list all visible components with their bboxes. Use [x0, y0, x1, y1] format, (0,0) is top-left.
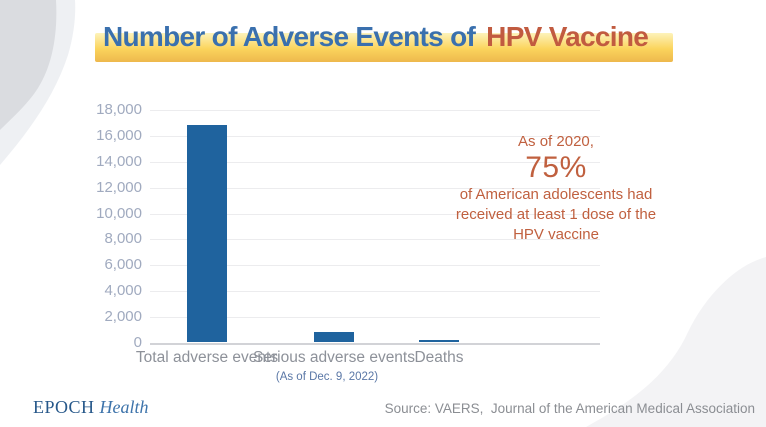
plot-area: 0 2,000 4,000 6,000 8,000 10,000 12,000 14,000 1… — [96, 101, 600, 383]
gridline — [150, 317, 600, 319]
title-highlight-band — [95, 33, 673, 62]
gridline — [150, 239, 600, 241]
bar-serious-adverse-events — [314, 332, 354, 342]
title-part-orange: HPV Vaccine — [486, 21, 649, 52]
y-axis-tick-label: 8,000 — [104, 230, 142, 248]
x-axis-category-label: Serious adverse events — [253, 349, 415, 366]
bar-total-adverse-events — [187, 124, 227, 342]
gridline — [150, 265, 600, 267]
y-axis-tick-label: 2,000 — [104, 308, 142, 326]
gridline — [150, 213, 600, 215]
x-axis-line — [150, 343, 600, 345]
gridline — [150, 161, 600, 163]
axis-date-note: (As of Dec. 9, 2022) — [275, 371, 379, 383]
y-axis-tick-label: 6,000 — [104, 256, 142, 274]
y-axis-tick-label: 12,000 — [96, 178, 142, 196]
y-axis-tick-label: 16,000 — [96, 126, 142, 144]
brand-logo: EPOCH Health — [33, 397, 149, 418]
y-axis-tick-label: 4,000 — [104, 282, 142, 300]
gridline — [150, 135, 600, 137]
y-axis-tick-label: 0 — [133, 334, 142, 351]
x-axis-category-label: Deaths — [414, 349, 464, 366]
y-axis-tick-label: 18,000 — [96, 101, 142, 118]
x-axis-category-label: Total adverse events — [135, 349, 279, 366]
brand-logo-health: Health — [99, 397, 149, 417]
y-axis-tick-label: 14,000 — [96, 152, 142, 170]
bar-deaths — [419, 339, 459, 342]
y-axis-tick-label: 10,000 — [96, 204, 142, 222]
title-part-blue: Number of Adverse Events of — [103, 21, 476, 52]
annotation-line-2: of American adolescents had — [459, 186, 653, 203]
gridline — [150, 291, 600, 293]
annotation-line-4: HPV vaccine — [513, 226, 599, 243]
brand-logo-epoch: EPOCH — [33, 397, 95, 417]
gridline — [150, 187, 600, 189]
annotation-percentage: 75% — [525, 151, 587, 184]
annotation-line-3: received at least 1 dose of the — [455, 206, 657, 223]
source-attribution: Source: VAERS, Journal of the American M… — [384, 401, 755, 416]
annotation-line-1: As of 2020, — [518, 133, 594, 150]
gridline — [150, 110, 600, 111]
page-title: Number of Adverse Events of HPV Vaccine — [103, 21, 649, 53]
annotation-callout: As of 2020, 75% of American adolescents … — [432, 133, 680, 245]
